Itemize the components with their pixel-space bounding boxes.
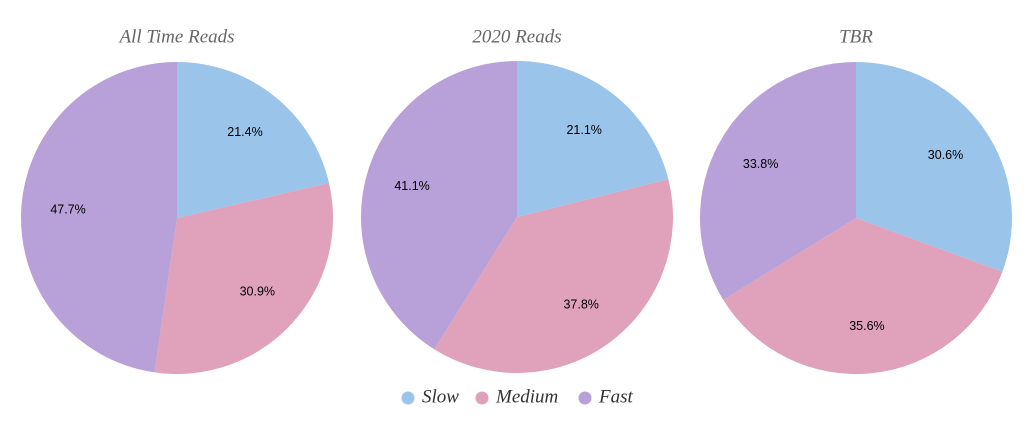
legend-label: Slow: [422, 386, 459, 407]
data-label: 21.4%: [227, 125, 262, 139]
pie-slice: [361, 60, 517, 350]
chart-title: All Time Reads: [117, 26, 234, 47]
chart-title: TBR: [839, 26, 873, 47]
pie-slice: [177, 62, 330, 218]
pie-slice: [21, 62, 178, 373]
pie-slice: [434, 179, 673, 374]
data-label: 41.1%: [394, 179, 429, 193]
pie-slice: [723, 218, 1003, 375]
legend-marker: [578, 391, 592, 405]
legend-marker: [401, 391, 415, 405]
data-label: 30.9%: [240, 284, 275, 298]
data-label: 30.6%: [928, 148, 963, 162]
pie-slice: [856, 62, 1013, 272]
pie-slice: [154, 183, 333, 375]
chart-title: 2020 Reads: [472, 26, 561, 47]
legend-marker: [475, 391, 489, 405]
legend-label: Fast: [598, 386, 634, 407]
data-label: 47.7%: [50, 202, 85, 216]
data-label: 35.6%: [849, 319, 884, 333]
pie-slice: [517, 61, 669, 217]
data-label: 21.1%: [566, 123, 601, 137]
pie-slice: [700, 62, 856, 300]
data-label: 37.8%: [563, 298, 598, 312]
legend-label: Medium: [495, 386, 558, 407]
data-label: 33.8%: [743, 157, 778, 171]
